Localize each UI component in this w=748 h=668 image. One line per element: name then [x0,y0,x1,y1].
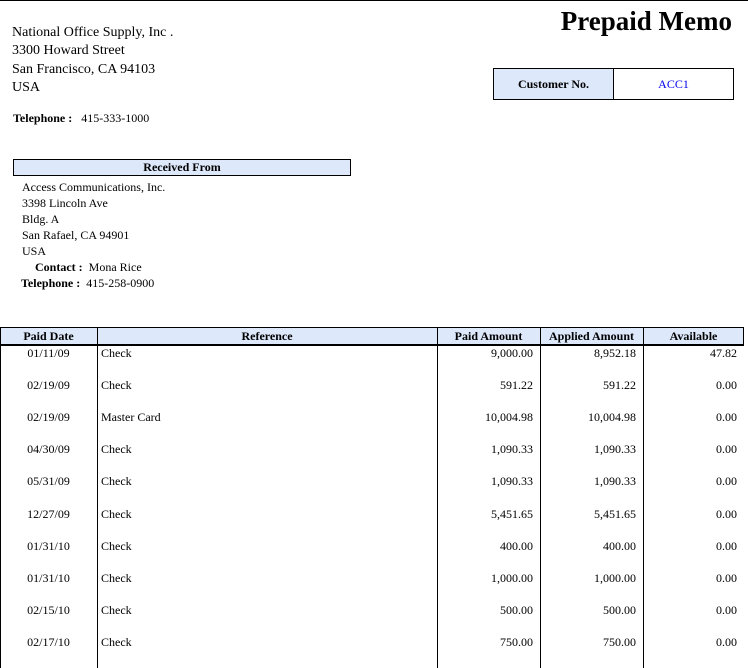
applied-amount-cell: 591.22 [603,378,636,393]
available-cell: 0.00 [716,634,737,649]
company-telephone: Telephone : 415-333-1000 [13,111,149,126]
paid-date-cell: 02/17/10 [27,634,70,649]
payer-street: 3398 Lincoln Ave [22,196,108,210]
paid-date-cell: 01/31/10 [27,570,70,585]
table-row: 12/27/09 Check 5,451.65 5,451.65 0.00 [0,507,744,523]
applied-amount-cell: 400.00 [603,538,636,553]
company-address: National Office Supply, Inc . 3300 Howar… [12,24,173,97]
table-row: 02/15/10 Check 500.00 500.00 0.00 [0,603,744,619]
available-cell: 0.00 [716,442,737,457]
paid-amount-cell: 10,004.98 [485,410,533,425]
payments-table: Paid Date Reference Paid Amount Applied Amo… [0,327,744,668]
company-street: 3300 Howard Street [12,43,125,59]
table-row: 01/31/10 Check 400.00 400.00 0.00 [0,539,744,555]
reference-cell: Check [101,346,132,360]
payer-street2: Bldg. A [22,212,60,226]
paid-amount-cell: 1,090.33 [491,474,533,489]
payer-city: San Rafael, CA 94901 [22,228,130,242]
customer-box: Customer No. ACC1 [493,68,734,100]
available-cell: 0.00 [716,410,737,425]
telephone-value: 415-333-1000 [81,111,150,125]
available-cell: 0.00 [716,570,737,585]
column-header: Reference [241,329,293,343]
received-from-header: Received From [13,159,351,176]
column-divider [743,327,744,345]
paid-date-cell: 01/31/10 [27,538,70,553]
paid-date-cell: 05/31/09 [27,474,70,489]
reference-cell: Check [101,378,132,393]
table-row: 01/11/09 Check 9,000.00 8,952.18 47.82 [0,346,744,362]
paid-amount-cell: 1,090.33 [491,442,533,457]
reference-cell: Check [101,506,132,521]
reference-cell: Check [101,634,132,649]
paid-date-cell: 02/15/10 [27,602,70,617]
applied-amount-cell: 1,090.33 [594,442,636,457]
available-cell: 0.00 [716,378,737,393]
payer-contact: Contact : Mona Rice [22,259,165,275]
reference-cell: Check [101,538,132,553]
applied-amount-cell: 500.00 [603,602,636,617]
table-row: 05/31/09 Check 1,090.33 1,090.33 0.00 [0,474,744,490]
available-cell: 0.00 [716,506,737,521]
telephone-label: Telephone : [13,111,73,125]
company-country: USA [12,79,41,95]
column-divider [437,327,438,668]
paid-date-cell: 04/30/09 [27,442,70,457]
customer-number-link[interactable]: ACC1 [658,76,689,91]
paid-amount-cell: 591.22 [500,378,533,393]
available-cell: 47.82 [710,346,737,360]
table-row: 01/31/10 Check 1,000.00 1,000.00 0.00 [0,571,744,587]
payer-country: USA [22,244,47,258]
reference-cell: Check [101,442,132,457]
applied-amount-cell: 5,451.65 [594,506,636,521]
table-row: 02/19/09 Check 591.22 591.22 0.00 [0,378,744,394]
table-row: 02/17/10 Check 750.00 750.00 0.00 [0,635,744,651]
column-header: Applied Amount [548,329,635,343]
paid-amount-cell: 5,451.65 [491,506,533,521]
top-rule [0,0,748,1]
applied-amount-cell: 1,090.33 [594,474,636,489]
paid-amount-cell: 750.00 [500,634,533,649]
column-divider [643,327,644,668]
column-divider [0,327,1,668]
paid-date-cell: 02/19/09 [27,378,70,393]
applied-amount-cell: 750.00 [603,634,636,649]
customer-label: Customer No. [494,69,614,99]
column-header: Paid Date [23,329,74,343]
available-cell: 0.00 [716,538,737,553]
available-cell: 0.00 [716,602,737,617]
paid-date-cell: 12/27/09 [27,506,70,521]
contact-label: Contact : [35,260,83,274]
reference-cell: Check [101,570,132,585]
applied-amount-cell: 8,952.18 [594,346,636,360]
column-header: Paid Amount [454,329,523,343]
paid-date-cell: 02/19/09 [27,410,70,425]
paid-amount-cell: 400.00 [500,538,533,553]
paid-amount-cell: 1,000.00 [491,570,533,585]
company-name: National Office Supply, Inc . [12,25,174,40]
company-city: San Francisco, CA 94103 [12,61,156,77]
received-from-address: Access Communications, Inc. 3398 Lincoln… [21,179,166,291]
telephone-label: Telephone : [21,276,81,290]
applied-amount-cell: 1,000.00 [594,570,636,585]
reference-cell: Check [101,474,132,489]
contact-value: Mona Rice [88,260,142,274]
paid-amount-cell: 500.00 [500,602,533,617]
available-cell: 0.00 [716,474,737,489]
table-row: 02/19/09 Master Card 10,004.98 10,004.98 0.0… [0,410,744,426]
column-divider [540,327,541,668]
table-header: Paid Date Reference Paid Amount Applied Amo… [0,327,744,346]
column-divider [97,327,98,668]
reference-cell: Master Card [101,410,161,425]
payer-name: Access Communications, Inc. [22,180,166,194]
telephone-value: 415-258-0900 [86,276,155,290]
page-title: Prepaid Memo [560,6,732,36]
column-header: Available [669,329,718,343]
reference-cell: Check [101,602,132,617]
paid-date-cell: 01/11/09 [27,346,70,360]
table-row: 04/30/09 Check 1,090.33 1,090.33 0.00 [0,442,744,458]
applied-amount-cell: 10,004.98 [588,410,636,425]
payer-telephone: Telephone : 415-258-0900 [21,275,165,291]
paid-amount-cell: 9,000.00 [491,346,533,360]
